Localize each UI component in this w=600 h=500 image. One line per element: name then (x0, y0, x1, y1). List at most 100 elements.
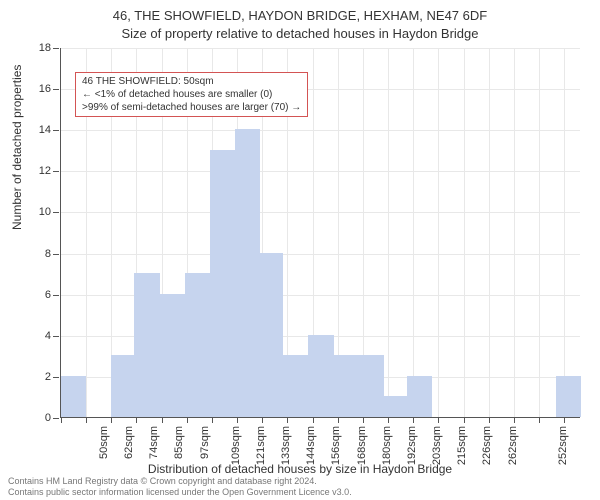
x-tick (237, 417, 238, 423)
annotation-line2: ← <1% of detached houses are smaller (0) (82, 88, 301, 101)
x-tick (363, 417, 364, 423)
y-tick (53, 295, 59, 296)
x-tick (388, 417, 389, 423)
x-tick (187, 417, 188, 423)
x-tick-label: 109sqm (230, 426, 242, 465)
x-tick-label: 252sqm (557, 426, 569, 465)
x-tick (61, 417, 62, 423)
y-axis-label: Number of detached properties (10, 65, 24, 230)
grid-line-v (489, 48, 490, 417)
x-tick (438, 417, 439, 423)
chart-title-line1: 46, THE SHOWFIELD, HAYDON BRIDGE, HEXHAM… (0, 0, 600, 24)
y-tick (53, 171, 59, 172)
x-tick (111, 417, 112, 423)
x-tick-label: 192sqm (406, 426, 418, 465)
y-tick-label: 6 (25, 289, 51, 301)
y-tick (53, 336, 59, 337)
grid-line-v (564, 48, 565, 417)
y-tick-label: 4 (25, 330, 51, 342)
grid-line-v (388, 48, 389, 417)
histogram-bar (359, 355, 384, 417)
x-tick (564, 417, 565, 423)
annotation-line1: 46 THE SHOWFIELD: 50sqm (82, 75, 301, 88)
histogram-bar (134, 273, 159, 417)
histogram-bar (160, 294, 185, 417)
x-tick (162, 417, 163, 423)
x-tick-label: 203sqm (431, 426, 443, 465)
x-axis-label: Distribution of detached houses by size … (0, 462, 600, 476)
y-tick (53, 130, 59, 131)
y-tick-label: 14 (25, 124, 51, 136)
x-tick (338, 417, 339, 423)
x-tick-label: 262sqm (507, 426, 519, 465)
x-tick (212, 417, 213, 423)
histogram-bar (61, 376, 86, 417)
y-tick-label: 8 (25, 248, 51, 260)
grid-line-v (539, 48, 540, 417)
histogram-bar (556, 376, 581, 417)
x-tick-label: 156sqm (331, 426, 343, 465)
footer-text: Contains HM Land Registry data © Crown c… (8, 476, 352, 498)
x-tick-label: 226sqm (482, 426, 494, 465)
x-tick-label: 85sqm (174, 426, 186, 459)
x-tick-label: 144sqm (305, 426, 317, 465)
x-tick (464, 417, 465, 423)
footer-line1: Contains HM Land Registry data © Crown c… (8, 476, 352, 487)
histogram-bar (283, 355, 308, 417)
x-tick-label: 50sqm (98, 426, 110, 459)
histogram-bar (235, 129, 260, 417)
y-tick (53, 254, 59, 255)
x-tick (287, 417, 288, 423)
y-tick (53, 212, 59, 213)
x-tick-label: 121sqm (255, 426, 267, 465)
x-tick (262, 417, 263, 423)
histogram-bar (382, 396, 407, 417)
grid-line-h (61, 130, 580, 131)
histogram-bar (258, 253, 283, 417)
chart-title-line2: Size of property relative to detached ho… (0, 24, 600, 41)
x-tick (86, 417, 87, 423)
grid-line-v (464, 48, 465, 417)
grid-line-h (61, 48, 580, 49)
x-tick (313, 417, 314, 423)
histogram-bar (210, 150, 235, 417)
histogram-bar (407, 376, 432, 417)
histogram-bar (308, 335, 333, 417)
grid-line-h (61, 212, 580, 213)
y-tick-label: 18 (25, 42, 51, 54)
grid-line-h (61, 254, 580, 255)
chart-container: 46, THE SHOWFIELD, HAYDON BRIDGE, HEXHAM… (0, 0, 600, 500)
y-tick (53, 89, 59, 90)
x-tick (136, 417, 137, 423)
y-tick (53, 377, 59, 378)
histogram-bar (111, 355, 136, 417)
x-tick-label: 97sqm (199, 426, 211, 459)
histogram-bar (334, 355, 359, 417)
x-tick-label: 74sqm (148, 426, 160, 459)
x-tick (539, 417, 540, 423)
x-tick (489, 417, 490, 423)
grid-line-v (514, 48, 515, 417)
plot-area: 02468101214161850sqm62sqm74sqm85sqm97sqm… (60, 48, 580, 418)
x-tick-label: 215sqm (456, 426, 468, 465)
x-tick-label: 180sqm (381, 426, 393, 465)
annotation-box: 46 THE SHOWFIELD: 50sqm ← <1% of detache… (75, 72, 308, 117)
grid-line-v (413, 48, 414, 417)
x-tick-label: 62sqm (123, 426, 135, 459)
y-tick (53, 48, 59, 49)
plot-outer: 02468101214161850sqm62sqm74sqm85sqm97sqm… (60, 48, 580, 418)
histogram-bar (185, 273, 210, 417)
x-tick (413, 417, 414, 423)
x-tick-label: 133sqm (280, 426, 292, 465)
y-tick (53, 418, 59, 419)
y-tick-label: 2 (25, 371, 51, 383)
grid-line-h (61, 171, 580, 172)
y-tick-label: 12 (25, 165, 51, 177)
annotation-line3: >99% of semi-detached houses are larger … (82, 101, 301, 114)
y-tick-label: 10 (25, 206, 51, 218)
x-tick-label: 168sqm (356, 426, 368, 465)
grid-line-v (438, 48, 439, 417)
x-tick (514, 417, 515, 423)
y-tick-label: 16 (25, 83, 51, 95)
footer-line2: Contains public sector information licen… (8, 487, 352, 498)
